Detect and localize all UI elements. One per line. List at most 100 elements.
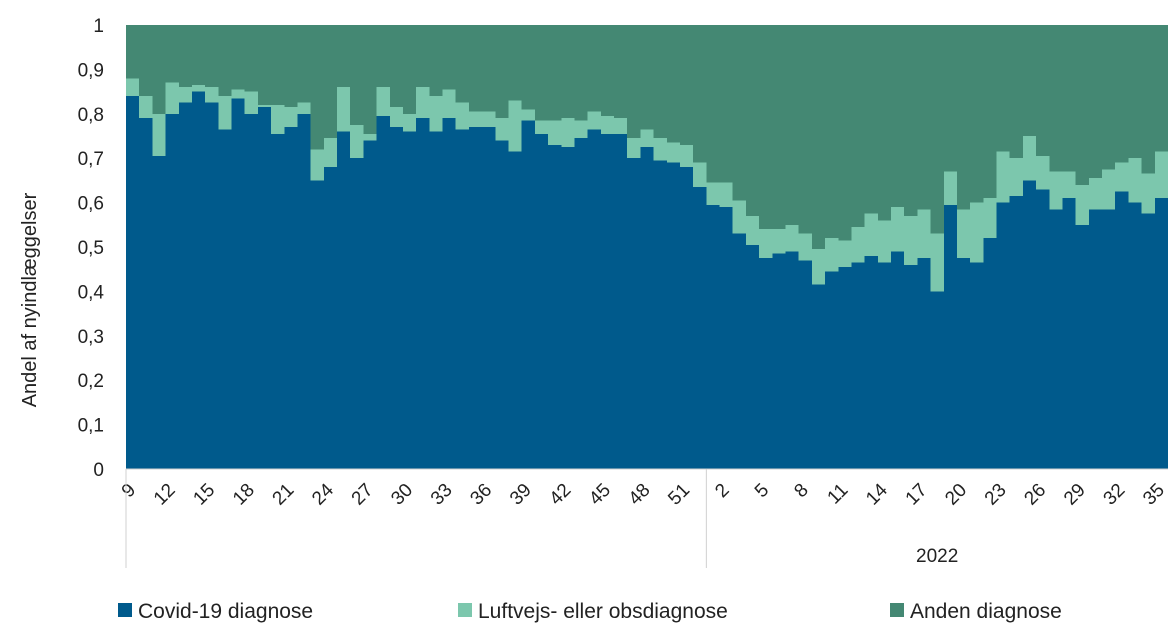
bar-segment	[442, 25, 457, 90]
bar-segment	[838, 25, 853, 241]
bar-segment	[389, 25, 404, 108]
bar-segment	[587, 111, 602, 130]
x-tick-label: 15	[189, 480, 219, 510]
bar-segment	[191, 84, 206, 92]
bar-segment	[389, 127, 404, 470]
bar-segment	[205, 102, 219, 469]
x-tick-label: 45	[585, 480, 615, 510]
bar-segment	[139, 96, 153, 119]
bar-segment	[363, 140, 378, 469]
bar-segment	[719, 25, 734, 183]
bar-segment	[1036, 25, 1050, 156]
x-tick-label: 5	[751, 480, 773, 502]
bar-segment	[1115, 162, 1130, 192]
bar-segment	[152, 155, 167, 470]
bar-segment	[442, 89, 457, 119]
x-tick-label: 17	[902, 480, 932, 510]
group-label: 2022	[916, 546, 958, 567]
bar-segment	[1049, 171, 1064, 210]
bar-segment	[930, 233, 945, 292]
x-tick-label: 20	[941, 480, 971, 510]
y-tick-label: 0,6	[78, 194, 104, 215]
bar-segment	[337, 25, 351, 88]
y-tick-label: 0,7	[78, 149, 104, 170]
bar-segment	[178, 102, 193, 469]
bar-segment	[152, 25, 167, 114]
y-tick-label: 0,3	[78, 327, 104, 348]
bar-segment	[706, 25, 721, 183]
bar-segment	[1115, 191, 1130, 469]
bar-segment	[271, 104, 285, 134]
bar-segment	[759, 258, 773, 469]
bar-segment	[864, 25, 879, 214]
bar-segment	[653, 160, 668, 470]
bar-segment	[825, 238, 839, 272]
bar-segment	[218, 129, 233, 469]
x-tick-label: 21	[269, 480, 299, 510]
y-tick-label: 0,1	[78, 416, 104, 437]
y-tick-label: 0,9	[78, 60, 104, 81]
bar-segment	[508, 151, 523, 470]
bar-segment	[719, 207, 734, 470]
bar-segment	[904, 215, 918, 265]
bar-segment	[653, 138, 668, 161]
bar-segment	[653, 25, 668, 139]
legend-swatch	[458, 603, 472, 617]
bar-segment	[1009, 158, 1024, 196]
bar-segment	[284, 127, 299, 470]
bar-segment	[1141, 25, 1156, 174]
bar-segment	[956, 258, 971, 469]
bar-segment	[627, 158, 642, 469]
bar-segment	[574, 25, 589, 121]
x-tick-label: 11	[824, 480, 853, 509]
x-tick-label: 35	[1139, 480, 1168, 510]
bar-segment	[231, 25, 246, 90]
bar-segment	[402, 131, 417, 469]
bar-segment	[1128, 25, 1143, 159]
bar-segment	[455, 129, 470, 469]
bar-segment	[257, 25, 272, 105]
bar-segment	[917, 209, 932, 259]
bar-segment	[323, 138, 338, 168]
bar-segment	[614, 133, 628, 469]
x-tick-label: 26	[1020, 480, 1050, 510]
bar-segment	[376, 116, 391, 470]
bar-segment	[1088, 25, 1103, 179]
bar-segment	[231, 89, 246, 99]
y-tick-label: 0,4	[78, 282, 105, 303]
x-tick-label: 48	[625, 480, 655, 510]
x-tick-label: 32	[1100, 480, 1130, 510]
bar-segment	[191, 91, 206, 469]
bar-segment	[851, 227, 866, 263]
x-tick-label: 8	[790, 480, 812, 502]
bar-segment	[666, 142, 681, 163]
bar-segment	[508, 100, 523, 152]
x-tick-label: 30	[387, 480, 417, 510]
x-tick-label: 36	[466, 480, 496, 510]
bar-segment	[126, 96, 140, 469]
bar-segment	[1049, 25, 1064, 172]
bar-segment	[561, 25, 576, 119]
bar-segment	[838, 266, 853, 469]
bar-segment	[205, 87, 219, 103]
bar-segment	[310, 25, 325, 150]
bar-segment	[1154, 151, 1168, 199]
bar-segment	[825, 271, 839, 469]
bar-segment	[350, 124, 365, 159]
bar-segment	[271, 133, 285, 469]
bar-segment	[534, 25, 549, 121]
bar-segment	[666, 162, 681, 469]
bar-segment	[851, 25, 866, 228]
x-tick-label: 23	[981, 480, 1011, 510]
bar-segment	[257, 107, 272, 469]
bar-segment	[297, 25, 312, 103]
bar-segment	[468, 25, 483, 112]
bar-segment	[284, 25, 299, 108]
bar-segment	[244, 25, 259, 92]
bar-segment	[1022, 180, 1037, 469]
bar-segment	[640, 147, 655, 469]
legend-label: Covid-19 diagnose	[138, 600, 313, 623]
bar-segment	[943, 204, 958, 469]
bar-segment	[679, 144, 694, 168]
bar-segment	[1036, 189, 1050, 469]
